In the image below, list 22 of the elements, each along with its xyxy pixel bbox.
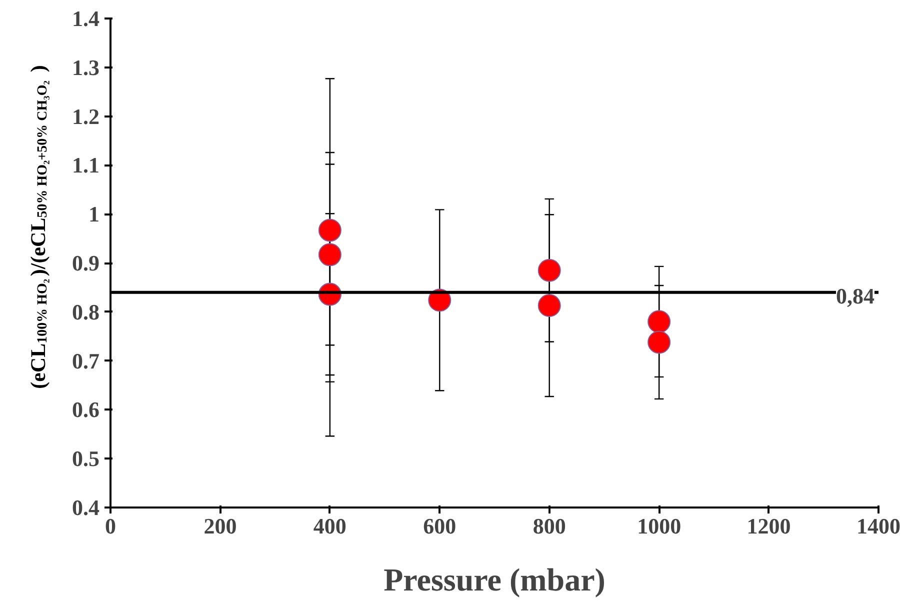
y-axis-title: (eCL100% HO₂)/(eCL50% HO₂+50% CH₃O₂) <box>26 65 50 389</box>
y-tick-label: 0.8 <box>72 299 100 324</box>
y-tick-label: 1 <box>88 202 100 227</box>
y-tick-label: 0.7 <box>72 348 100 374</box>
x-tick-label: 200 <box>204 514 237 538</box>
ref-line-label: 0,84 <box>836 283 874 308</box>
x-tick-label: 1200 <box>746 514 791 538</box>
y-tick-label: 0.9 <box>72 250 100 276</box>
x-tick-label: 400 <box>313 514 346 538</box>
y-tick-label: 1.2 <box>72 104 100 129</box>
y-tick-label: 1.1 <box>72 152 100 178</box>
y-tick-label: 1.4 <box>72 6 100 31</box>
y-tick-label: 0.6 <box>72 397 100 422</box>
x-tick-label: 600 <box>423 514 456 538</box>
x-tick-label: 1000 <box>637 514 682 538</box>
x-axis-title: Pressure (mbar) <box>384 562 606 598</box>
y-tick-label: 0.4 <box>72 495 100 520</box>
y-tick-label: 0.5 <box>72 446 100 472</box>
x-tick-label: 0 <box>105 514 116 538</box>
y-tick-label: 1.3 <box>72 54 100 80</box>
x-tick-label: 800 <box>532 514 566 538</box>
x-tick-label: 1400 <box>856 514 900 538</box>
